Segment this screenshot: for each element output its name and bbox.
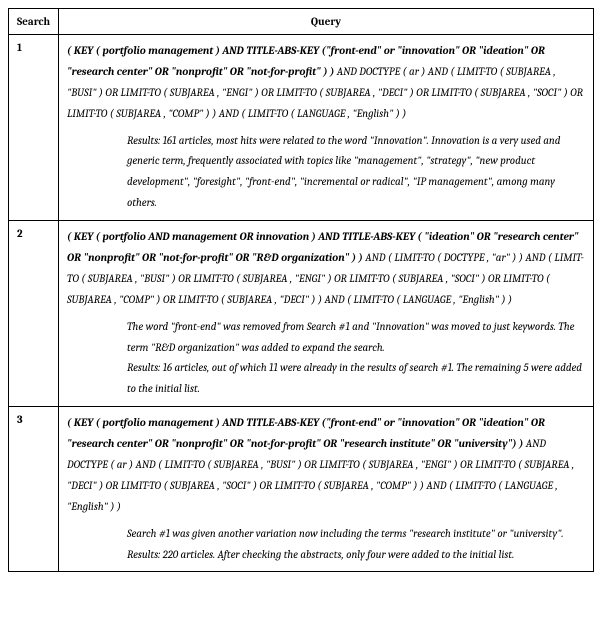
table-row: 1( KEY ( portfolio management ) AND TITL…	[9, 35, 594, 221]
query-text: ( KEY ( portfolio AND management OR inno…	[67, 227, 585, 311]
table-row: 2( KEY ( portfolio AND management OR inn…	[9, 221, 594, 407]
table-row: 3( KEY ( portfolio management ) AND TITL…	[9, 407, 594, 572]
search-number: 2	[9, 221, 59, 407]
search-number: 1	[9, 35, 59, 221]
results-text: The word "front-end" was removed from Se…	[67, 317, 585, 401]
query-cell: ( KEY ( portfolio management ) AND TITLE…	[59, 35, 594, 221]
table-header-row: Search Query	[9, 9, 594, 35]
header-query: Query	[59, 9, 594, 35]
query-text: ( KEY ( portfolio management ) AND TITLE…	[67, 41, 585, 125]
header-search: Search	[9, 9, 59, 35]
results-text: Results: 161 articles, most hits were re…	[67, 131, 585, 215]
search-query-table: Search Query 1( KEY ( portfolio manageme…	[8, 8, 594, 572]
query-text: ( KEY ( portfolio management ) AND TITLE…	[67, 413, 585, 517]
search-number: 3	[9, 407, 59, 572]
query-cell: ( KEY ( portfolio management ) AND TITLE…	[59, 407, 594, 572]
query-cell: ( KEY ( portfolio AND management OR inno…	[59, 221, 594, 407]
query-bold: ( KEY ( portfolio management ) AND TITLE…	[67, 416, 545, 450]
results-text: Search #1 was given another variation no…	[67, 524, 585, 566]
